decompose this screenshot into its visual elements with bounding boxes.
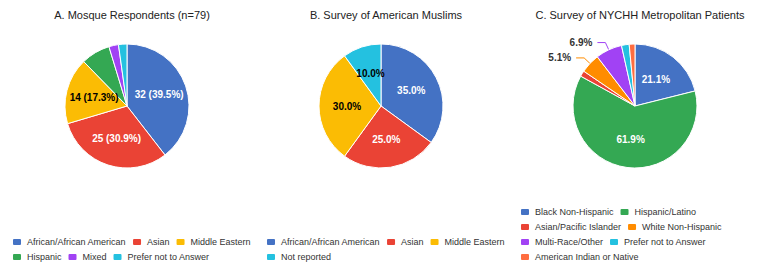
svg-text:61.9%: 61.9% bbox=[616, 134, 644, 145]
svg-text:Not reported: Not reported bbox=[281, 252, 331, 262]
svg-text:14 (17.3%): 14 (17.3%) bbox=[70, 92, 119, 103]
svg-text:Prefer not to Answer: Prefer not to Answer bbox=[624, 237, 706, 247]
svg-text:White Non-Hispanic: White Non-Hispanic bbox=[642, 222, 722, 232]
svg-text:A. Mosque Respondents (n=79): A. Mosque Respondents (n=79) bbox=[54, 9, 210, 21]
svg-text:30.0%: 30.0% bbox=[333, 101, 361, 112]
svg-text:32 (39.5%): 32 (39.5%) bbox=[135, 89, 184, 100]
svg-text:African/African American: African/African American bbox=[281, 237, 380, 247]
svg-text:B. Survey of American Muslims: B. Survey of American Muslims bbox=[310, 9, 463, 21]
svg-text:Multi-Race/Other: Multi-Race/Other bbox=[535, 237, 603, 247]
svg-text:C. Survey of NYCHH Metropolita: C. Survey of NYCHH Metropolitan Patients bbox=[535, 9, 745, 21]
svg-text:American Indian or Native: American Indian or Native bbox=[535, 252, 639, 262]
svg-text:Black Non-Hispanic: Black Non-Hispanic bbox=[535, 207, 614, 217]
svg-text:Asian/Pacific Islander: Asian/Pacific Islander bbox=[535, 222, 621, 232]
svg-text:Prefer not to Answer: Prefer not to Answer bbox=[128, 252, 210, 262]
svg-text:25 (30.9%): 25 (30.9%) bbox=[92, 133, 141, 144]
svg-text:35.0%: 35.0% bbox=[397, 85, 425, 96]
svg-text:25.0%: 25.0% bbox=[372, 134, 400, 145]
svg-text:5.1%: 5.1% bbox=[548, 52, 571, 63]
svg-text:Mixed: Mixed bbox=[83, 252, 107, 262]
svg-text:Middle Eastern: Middle Eastern bbox=[191, 237, 251, 247]
svg-text:Asian: Asian bbox=[401, 237, 424, 247]
svg-text:Hispanic: Hispanic bbox=[27, 252, 62, 262]
svg-text:6.9%: 6.9% bbox=[570, 37, 593, 48]
svg-text:Asian: Asian bbox=[147, 237, 170, 247]
svg-text:African/African American: African/African American bbox=[27, 237, 126, 247]
svg-text:10.0%: 10.0% bbox=[356, 68, 384, 79]
svg-text:Middle Eastern: Middle Eastern bbox=[445, 237, 505, 247]
svg-text:21.1%: 21.1% bbox=[642, 74, 670, 85]
svg-text:Hispanic/Latino: Hispanic/Latino bbox=[635, 207, 697, 217]
